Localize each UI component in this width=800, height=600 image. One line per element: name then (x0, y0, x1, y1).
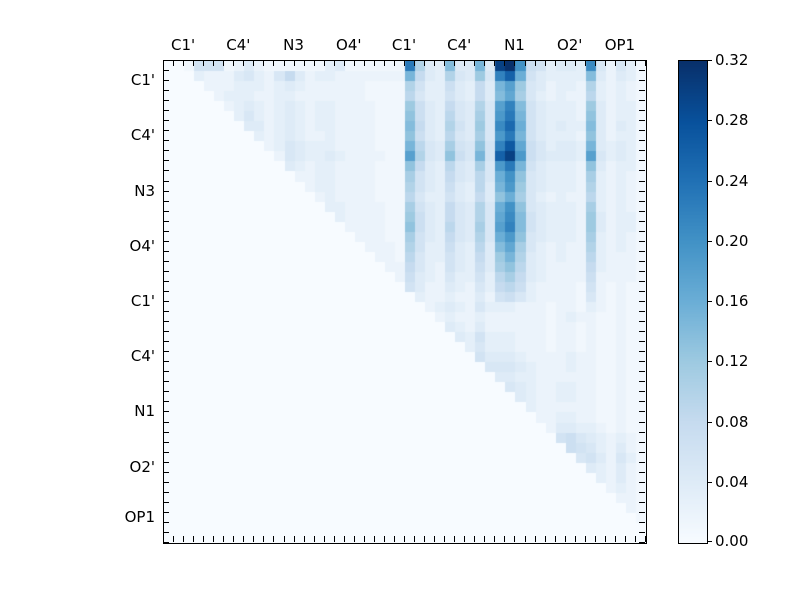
ytick-label-7: O2' (129, 457, 155, 476)
xtick-label-6: N1 (504, 36, 525, 54)
xtick-label-5: C4' (447, 36, 472, 54)
colorbar-tick-label-3: 0.12 (715, 352, 749, 370)
colorbar-tick-label-4: 0.16 (715, 292, 749, 310)
colorbar-tick-label-1: 0.04 (715, 473, 749, 491)
xtick-label-2: N3 (283, 36, 304, 54)
heatmap-plot-area (163, 60, 647, 544)
colorbar-gradient (679, 61, 707, 543)
ytick-label-3: O4' (129, 236, 155, 255)
xtick-label-8: OP1 (604, 36, 636, 54)
colorbar-tick-label-8: 0.32 (715, 51, 749, 69)
xtick-label-7: O2' (556, 36, 583, 54)
colorbar-tick-label-5: 0.20 (715, 232, 749, 250)
colorbar-tick-label-7: 0.28 (715, 111, 749, 129)
colorbar-tick-label-6: 0.24 (715, 172, 749, 190)
xtick-label-1: C4' (226, 36, 251, 54)
ytick-label-4: C1' (130, 292, 155, 310)
ytick-label-8: OP1 (124, 507, 155, 526)
heatmap-image (164, 61, 646, 543)
xtick-label-0: C1' (171, 36, 196, 54)
colorbar (678, 60, 708, 544)
ytick-label-1: C4' (130, 126, 155, 145)
xtick-label-3: O4' (336, 36, 362, 54)
ytick-label-6: N1 (134, 402, 155, 421)
ytick-label-0: C1' (130, 71, 155, 90)
ytick-label-2: N3 (134, 181, 155, 200)
colorbar-tick-label-0: 0.00 (715, 532, 749, 550)
xtick-label-4: C1' (391, 36, 417, 54)
ytick-label-5: C4' (130, 347, 155, 366)
colorbar-tick-label-2: 0.08 (715, 413, 749, 431)
